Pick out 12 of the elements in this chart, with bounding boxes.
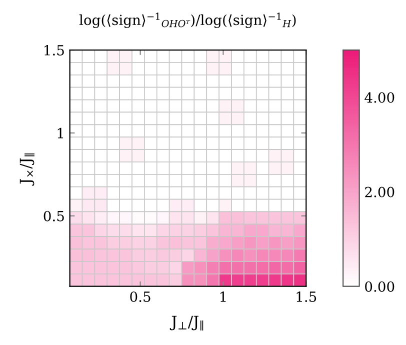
color-bar-label: 4.00: [364, 92, 394, 103]
y-tick-label: 1.5: [44, 44, 64, 56]
y-axis-title: J$_{×}$/J$_{∥}$: [20, 154, 34, 186]
x-axis-title: J$_{⊥}$/J$_{∥}$: [170, 316, 204, 330]
y-tick-label: 0.5: [44, 210, 64, 222]
y-tick-label: 1: [58, 128, 63, 138]
color-bar-label: 0.00: [365, 281, 394, 292]
color-bar-label: 2.00: [365, 186, 394, 198]
x-tick-label: 0.5: [130, 291, 150, 302]
chart-title: log(⟨sign⟩$^{−1}$$_{OHOᵀ}$)/log(⟨sign⟩$^{−1}$$_{H}$): [79, 12, 296, 28]
x-tick-label: 1: [220, 291, 226, 302]
x-tick-label: 1.5: [296, 291, 316, 302]
